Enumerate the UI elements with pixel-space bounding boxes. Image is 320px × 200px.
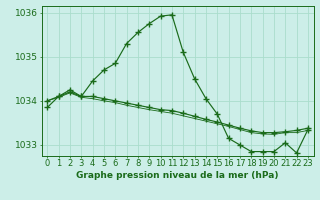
X-axis label: Graphe pression niveau de la mer (hPa): Graphe pression niveau de la mer (hPa) (76, 171, 279, 180)
